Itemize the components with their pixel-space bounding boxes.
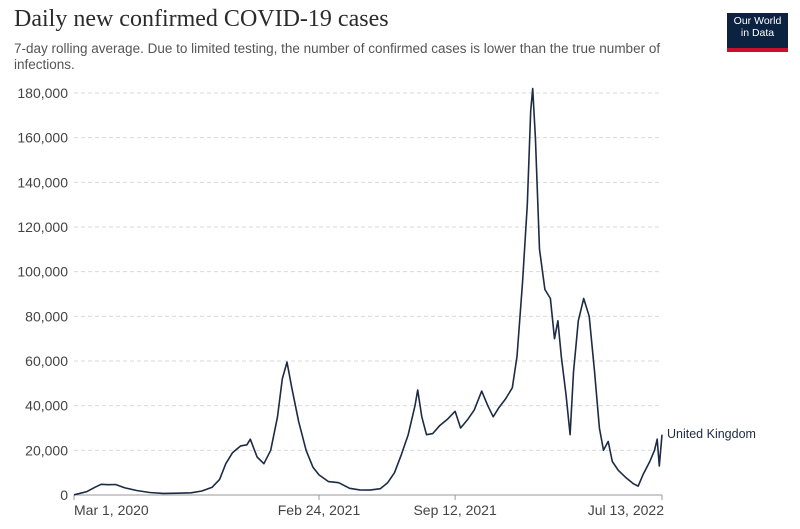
x-tick-label: Sep 12, 2021 [413, 502, 497, 518]
x-tick-label: Mar 1, 2020 [74, 502, 149, 518]
y-tick-label: 80,000 [25, 308, 68, 324]
series-layer: United Kingdom [73, 87, 756, 496]
y-tick-label: 0 [60, 487, 68, 503]
series-label-united-kingdom[interactable]: United Kingdom [667, 427, 756, 441]
y-tick-label: 40,000 [25, 398, 68, 414]
y-tick-label: 160,000 [17, 130, 68, 146]
y-tick-label: 20,000 [25, 442, 68, 458]
y-tick-label: 140,000 [17, 174, 68, 190]
y-tick-label: 180,000 [17, 85, 68, 101]
y-tick-label: 60,000 [25, 353, 68, 369]
x-tick-label: Feb 24, 2021 [278, 502, 361, 518]
y-axis-tick-labels: 0 20,000 40,000 60,000 80,000 100,000 120,000 1… [17, 85, 68, 503]
logo-line-2: in Data [740, 27, 775, 39]
chart-subtitle: 7-day rolling average. Due to limited te… [14, 41, 661, 72]
y-tick-label: 100,000 [17, 264, 68, 280]
chart-title: Daily new confirmed COVID-19 cases [14, 6, 389, 32]
x-tick-label: Jul 13, 2022 [588, 502, 664, 518]
series-line-united-kingdom[interactable] [73, 87, 663, 496]
y-tick-label: 120,000 [17, 219, 68, 235]
x-axis: Mar 1, 2020 Feb 24, 2021 Sep 12, 2021 Jul 1… [73, 494, 664, 518]
grid-lines [74, 92, 662, 451]
logo-line-1: Our World [733, 15, 782, 27]
our-world-in-data-logo[interactable]: Our World in Data [727, 13, 788, 52]
